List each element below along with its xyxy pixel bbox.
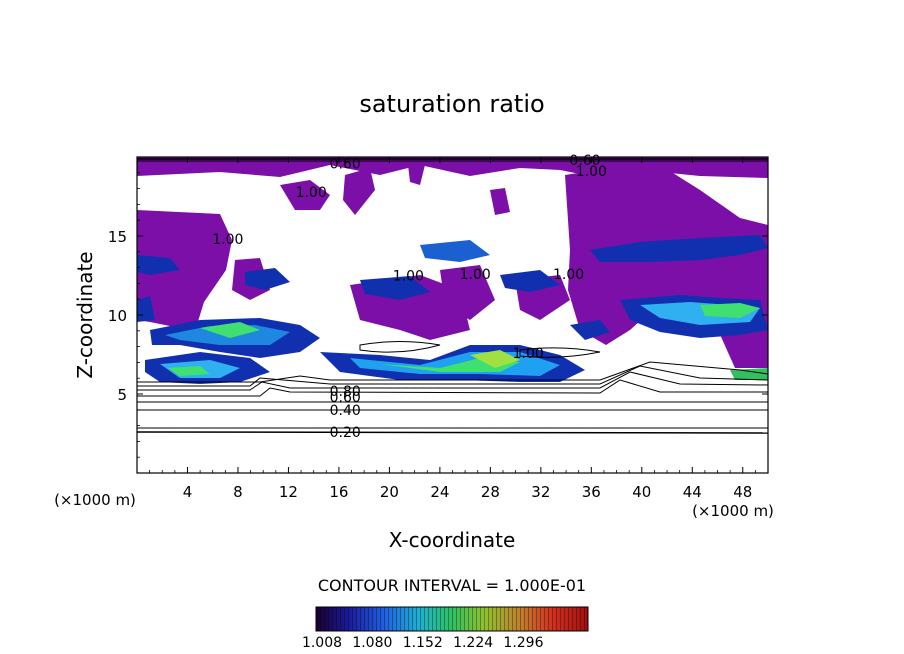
contour-label: 1.00 xyxy=(576,164,607,180)
supersaturated-bands xyxy=(137,235,768,384)
colorbar-tick-label: 1.224 xyxy=(453,635,493,651)
plot-area xyxy=(137,157,768,473)
x-tick-label: 20 xyxy=(380,483,399,501)
contour-label: 1.00 xyxy=(513,346,544,362)
x-axis-label: X-coordinate xyxy=(389,528,516,552)
chart-title: saturation ratio xyxy=(359,90,544,118)
contour-label: 0.60 xyxy=(330,390,361,406)
contour-label: 0.60 xyxy=(330,156,361,172)
x-tick-label: 44 xyxy=(683,483,702,501)
colorbar-tick-label: 1.152 xyxy=(403,635,443,651)
colorbar-tick-label: 1.296 xyxy=(503,635,543,651)
contour-label: 0.20 xyxy=(330,425,361,441)
colorbar-tick-label: 1.008 xyxy=(302,635,342,651)
x-tick-label: 48 xyxy=(733,483,752,501)
x-tick-label: 32 xyxy=(531,483,550,501)
x-tick-label: 16 xyxy=(329,483,348,501)
x-tick-label: 36 xyxy=(582,483,601,501)
colorbar-ticks: 1.008 1.080 1.152 1.224 1.296 xyxy=(302,635,544,651)
x-tick-label: 40 xyxy=(632,483,651,501)
contour-label: 1.00 xyxy=(296,185,327,201)
contour-label: 1.00 xyxy=(460,267,491,283)
contour-labels: 0.200.400.600.800.60 0.601.001.001.001.00… xyxy=(212,153,607,441)
x-axis: 4 8 12 16 20 24 28 32 36 40 44 48 xyxy=(149,157,756,501)
colorbar xyxy=(315,606,589,632)
z-unit-label: (×1000 m) xyxy=(54,491,136,509)
y-tick-label: 15 xyxy=(108,228,127,246)
x-unit-label: (×1000 m) xyxy=(692,502,774,520)
saturated-region xyxy=(137,157,768,368)
contour-lines xyxy=(137,158,768,434)
x-tick-label: 8 xyxy=(233,483,243,501)
y-tick-label: 10 xyxy=(108,307,127,325)
y-axis: 5 10 15 xyxy=(108,172,768,458)
x-tick-label: 4 xyxy=(183,483,193,501)
x-tick-label: 24 xyxy=(430,483,449,501)
y-tick-label: 5 xyxy=(117,386,127,404)
contour-label: 1.00 xyxy=(553,267,584,283)
contour-label: 0.40 xyxy=(330,403,361,419)
contour-label: 1.00 xyxy=(212,232,243,248)
y-axis-label: Z-coordinate xyxy=(73,251,97,378)
x-tick-label: 28 xyxy=(481,483,500,501)
contour-interval: CONTOUR INTERVAL = 1.000E-01 xyxy=(318,576,586,595)
x-tick-label: 12 xyxy=(279,483,298,501)
contour-label: 0.80 xyxy=(330,384,361,400)
colorbar-tick-label: 1.080 xyxy=(352,635,392,651)
contour-label: 1.00 xyxy=(393,269,424,285)
